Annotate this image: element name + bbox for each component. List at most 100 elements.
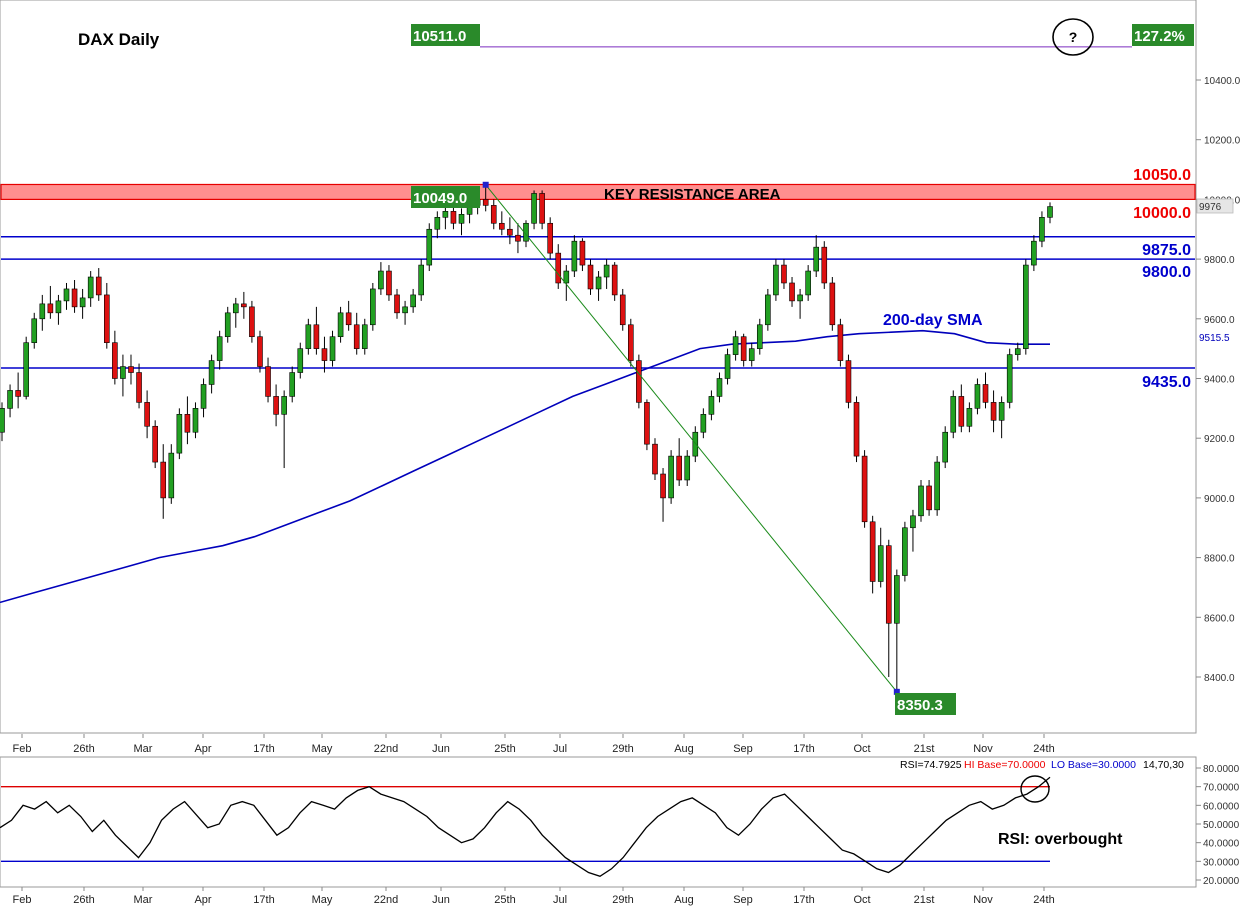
x-tick-label: Sep xyxy=(733,894,753,906)
swing-trend-line xyxy=(485,184,898,693)
candle-body xyxy=(168,452,175,499)
candle-body xyxy=(0,408,5,433)
candle-body xyxy=(821,246,828,284)
candle-body xyxy=(482,199,489,206)
candle-body xyxy=(990,402,997,421)
candle-body xyxy=(378,270,384,290)
x-tick-label: 24th xyxy=(1033,743,1054,755)
candle-body xyxy=(571,240,578,272)
candle-body xyxy=(47,303,54,314)
x-tick-label: 26th xyxy=(73,894,94,906)
candle-body xyxy=(740,336,747,361)
x-tick-label: 22nd xyxy=(374,894,398,906)
extension-ratio-box xyxy=(1132,24,1194,46)
swing-high-label: 10049.0 xyxy=(413,190,467,207)
candle-body xyxy=(756,324,763,349)
chart-title: DAX Daily xyxy=(78,30,160,49)
candle-body xyxy=(434,217,441,230)
x-tick-label: Nov xyxy=(973,894,993,906)
candle-body xyxy=(853,402,860,457)
candle-body xyxy=(877,545,884,582)
x-tick-label: Aug xyxy=(674,743,694,755)
candle-body xyxy=(95,276,102,296)
candle-body xyxy=(200,384,207,409)
candle-body xyxy=(974,384,981,409)
rsi-y-tick-label: 50.0000 xyxy=(1203,820,1240,831)
x-tick-label: 29th xyxy=(612,743,633,755)
rsi-y-tick-label: 60.0000 xyxy=(1203,801,1240,812)
candle-body xyxy=(71,288,78,308)
rsi-readout: RSI=74.7925 xyxy=(900,759,962,771)
candle-body xyxy=(861,455,868,523)
candle-body xyxy=(611,264,618,296)
resistance-zone xyxy=(0,183,1196,201)
candle-body xyxy=(869,521,876,582)
candle-body xyxy=(1023,264,1029,349)
x-tick-label: 24th xyxy=(1033,894,1054,906)
x-tick-label: Sep xyxy=(733,743,753,755)
candle-body xyxy=(805,270,811,296)
rsi-panel xyxy=(0,756,1197,888)
x-tick-label: 17th xyxy=(793,743,814,755)
candle-body xyxy=(104,294,110,343)
x-tick-label: Aug xyxy=(674,894,694,906)
x-tick-label: 21st xyxy=(914,894,935,906)
x-tick-label: 22nd xyxy=(374,743,398,755)
candle-body xyxy=(426,228,433,266)
candle-body xyxy=(345,312,352,326)
x-tick-label: 17th xyxy=(253,743,274,755)
rsi-params: 14,70,30 xyxy=(1143,759,1184,771)
candle-body xyxy=(603,264,610,278)
candle-body xyxy=(563,270,570,284)
candle-body xyxy=(289,372,296,397)
candle-body xyxy=(1047,206,1053,218)
candle-body xyxy=(87,276,94,299)
candle-body xyxy=(224,312,231,338)
candle-body xyxy=(1039,217,1045,242)
candle-body xyxy=(885,545,892,624)
y-tick-label: 9200.0 xyxy=(1204,434,1235,445)
candle-body xyxy=(273,396,279,415)
candle-body xyxy=(15,390,21,397)
candle-body xyxy=(708,396,715,415)
candle-body xyxy=(490,205,497,224)
candle-body xyxy=(176,414,183,454)
candle-body xyxy=(402,306,408,314)
candle-body xyxy=(361,324,368,349)
candle-body xyxy=(39,303,46,320)
candle-body xyxy=(934,461,940,511)
candle-body xyxy=(329,336,336,361)
x-tick-label: 17th xyxy=(253,894,274,906)
candle-body xyxy=(628,324,634,361)
candle-body xyxy=(1031,240,1037,266)
candle-body xyxy=(394,294,400,314)
rsi-y-tick-label: 40.0000 xyxy=(1203,839,1240,850)
candle-body xyxy=(531,193,537,224)
candle-body xyxy=(716,378,723,397)
candle-body xyxy=(297,348,304,373)
candle-body xyxy=(958,396,965,427)
candle-body xyxy=(676,455,682,481)
rsi-y-tick-label: 80.0000 xyxy=(1203,764,1240,775)
candle-body xyxy=(998,402,1005,421)
candle-body xyxy=(1014,348,1021,355)
candle-body xyxy=(845,360,852,403)
candle-body xyxy=(692,431,699,457)
candle-body xyxy=(636,360,642,403)
extension-value-label: 10511.0 xyxy=(413,28,466,45)
rsi-lo-base: LO Base=30.0000 xyxy=(1051,759,1136,771)
price-panel xyxy=(0,0,1197,734)
candle-body xyxy=(918,485,924,517)
candle-body xyxy=(902,527,908,576)
candle-body xyxy=(79,297,86,308)
candle-body xyxy=(144,402,150,427)
swing-low-box xyxy=(895,693,956,715)
x-tick-label: Apr xyxy=(194,894,211,906)
x-tick-label: May xyxy=(312,894,333,906)
candle-body xyxy=(63,288,70,302)
sma-value-label: 9515.5 xyxy=(1199,333,1230,344)
candle-body xyxy=(942,431,948,463)
candle-body xyxy=(442,211,449,218)
x-tick-label: Mar xyxy=(134,743,153,755)
last-price-tag xyxy=(1196,198,1234,214)
